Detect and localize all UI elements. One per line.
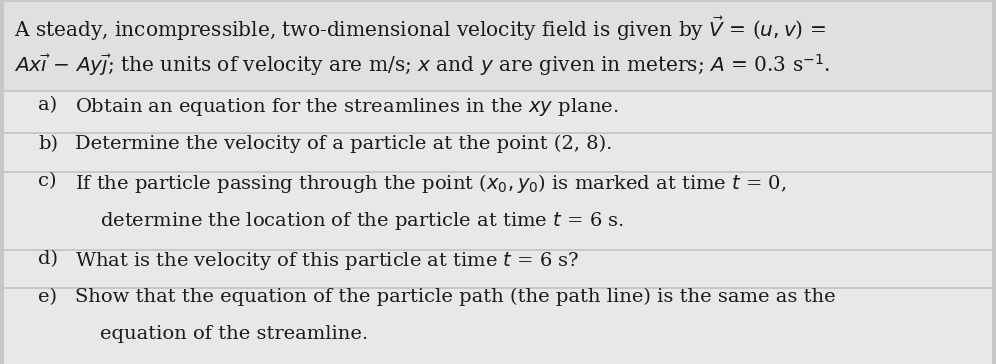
Text: What is the velocity of this particle at time $t$ = 6 s?: What is the velocity of this particle at… [75, 250, 580, 272]
Text: A steady, incompressible, two-dimensional velocity field is given by $\vec{V}$ =: A steady, incompressible, two-dimensiona… [14, 14, 826, 43]
Bar [4, 289, 992, 364]
Text: determine the location of the particle at time $t$ = 6 s.: determine the location of the particle a… [100, 210, 623, 232]
Text: a): a) [38, 96, 57, 114]
Text: If the particle passing through the point ($x_0, y_0$) is marked at time $t$ = 0: If the particle passing through the poin… [75, 172, 787, 195]
Text: e): e) [38, 288, 57, 306]
Text: c): c) [38, 172, 57, 190]
Bar [4, 173, 992, 249]
Text: Show that the equation of the particle path (the path line) is the same as the: Show that the equation of the particle p… [75, 288, 836, 306]
Bar [4, 134, 992, 171]
Text: Obtain an equation for the streamlines in the $xy$ plane.: Obtain an equation for the streamlines i… [75, 96, 619, 118]
Bar [4, 2, 992, 90]
Bar [4, 251, 992, 287]
Text: d): d) [38, 250, 58, 268]
Bar [4, 92, 992, 132]
Text: b): b) [38, 135, 58, 153]
Text: Determine the velocity of a particle at the point (2, 8).: Determine the velocity of a particle at … [75, 135, 613, 153]
Text: $Ax\vec{\imath}$ − $Ay\vec{\jmath}$; the units of velocity are m/s; $x$ and $y$ : $Ax\vec{\imath}$ − $Ay\vec{\jmath}$; the… [14, 52, 831, 78]
Text: equation of the streamline.: equation of the streamline. [100, 325, 369, 343]
